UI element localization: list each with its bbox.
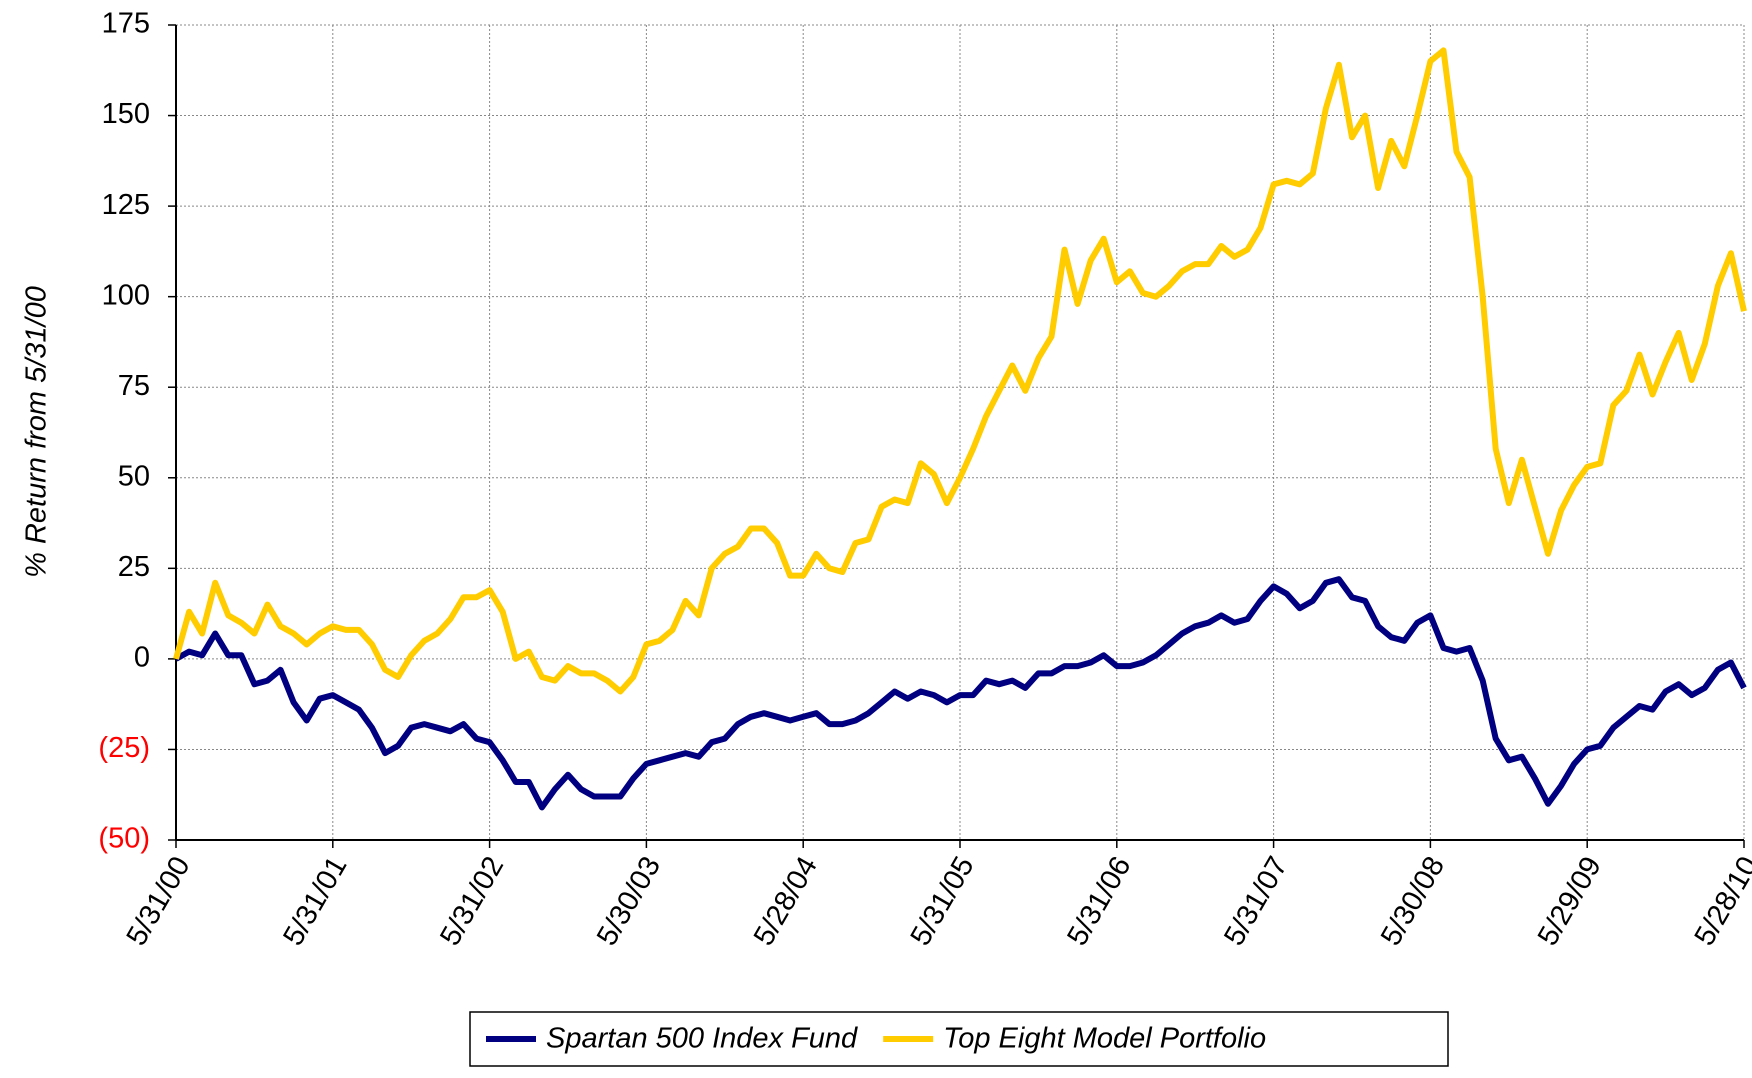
legend: Spartan 500 Index Fund Top Eight Model Po… — [469, 1011, 1449, 1067]
series-line — [174, 576, 1747, 811]
x-tick-label: 5/31/06 — [1061, 851, 1137, 951]
y-tick-label: 50 — [118, 460, 150, 492]
series-line — [173, 47, 1747, 695]
y-tick-label: 25 — [118, 551, 150, 583]
x-tick-label: 5/31/05 — [905, 851, 981, 951]
y-axis-label: % Return from 5/31/00 — [21, 286, 53, 578]
x-tick-label: 5/31/07 — [1218, 851, 1294, 951]
legend-label: Spartan 500 Index Fund — [546, 1023, 858, 1055]
x-tick-label: 5/30/03 — [591, 851, 667, 951]
y-tick-label: (25) — [98, 732, 150, 764]
y-tick-label: 125 — [102, 189, 150, 221]
x-tick-label: 5/31/01 — [277, 851, 353, 951]
legend-box — [469, 1011, 1449, 1067]
y-tick-label: 100 — [102, 279, 150, 311]
x-tick-label: 5/30/08 — [1375, 851, 1451, 951]
x-tick-label: 5/28/04 — [748, 851, 824, 951]
x-tick-label: 5/31/02 — [434, 851, 510, 951]
y-tick-label: (50) — [98, 823, 150, 855]
x-tick-label: 5/31/00 — [121, 851, 197, 951]
y-tick-label: 150 — [102, 98, 150, 130]
legend-label: Top Eight Model Portfolio — [943, 1023, 1266, 1055]
y-tick-label: 75 — [118, 370, 150, 402]
y-tick-label: 175 — [102, 8, 150, 40]
y-tick-label: 0 — [134, 642, 150, 674]
x-tick-label: 5/28/10 — [1689, 851, 1752, 951]
x-tick-label: 5/29/09 — [1532, 851, 1608, 951]
